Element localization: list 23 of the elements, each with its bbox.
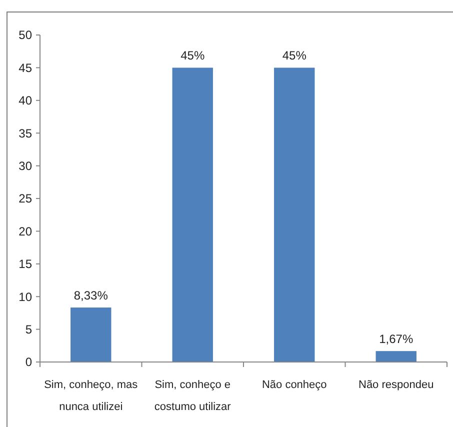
y-tick-label: 5 bbox=[25, 322, 32, 336]
bar bbox=[274, 68, 315, 362]
data-label: 1,67% bbox=[379, 332, 414, 346]
x-tick-label: Sim, conheço e costumo utilizar bbox=[154, 379, 232, 413]
y-tick-label: 10 bbox=[18, 290, 32, 304]
x-tick-label: Não respondeu bbox=[358, 379, 434, 391]
bar bbox=[376, 351, 416, 362]
bar bbox=[70, 308, 112, 362]
y-tick-label: 15 bbox=[18, 257, 32, 272]
y-tick-label: 40 bbox=[18, 94, 32, 108]
y-tick-label: 30 bbox=[18, 159, 32, 173]
data-label: 8,33% bbox=[74, 288, 108, 303]
x-tick-label: Não conheço bbox=[262, 379, 327, 391]
y-tick-label: 35 bbox=[18, 126, 32, 140]
x-tick-label: Sim, conheço, mas nunca utilizei bbox=[44, 379, 138, 413]
data-label: 45% bbox=[282, 48, 307, 63]
y-tick-label: 20 bbox=[18, 224, 32, 238]
y-tick-label: 0 bbox=[25, 355, 32, 370]
y-tick-label: 50 bbox=[18, 28, 32, 42]
bar bbox=[172, 68, 213, 362]
y-tick-label: 25 bbox=[18, 192, 32, 206]
y-tick-label: 45 bbox=[18, 60, 32, 75]
data-label: 45% bbox=[180, 48, 205, 63]
